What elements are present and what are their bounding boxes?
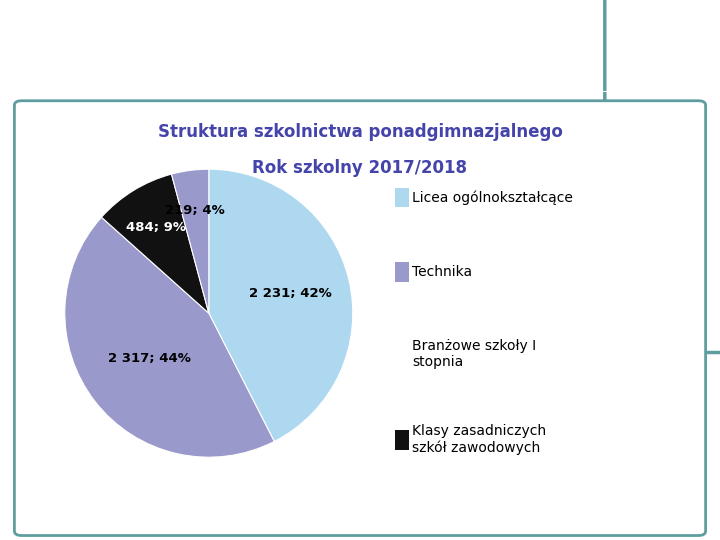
Wedge shape bbox=[171, 169, 209, 313]
Text: Rok szkolny 2017/2018: Rok szkolny 2017/2018 bbox=[253, 159, 467, 177]
FancyBboxPatch shape bbox=[14, 101, 706, 536]
Bar bbox=[395, 262, 410, 282]
Wedge shape bbox=[102, 174, 209, 313]
Text: Branżowe szkoły I
stopnia: Branżowe szkoły I stopnia bbox=[412, 339, 536, 369]
Text: Licea ogólnokształcące: Licea ogólnokształcące bbox=[412, 190, 573, 205]
Text: SIO – 30 września 2017 r.: SIO – 30 września 2017 r. bbox=[13, 66, 241, 84]
Wedge shape bbox=[65, 217, 274, 457]
Text: 2 231; 42%: 2 231; 42% bbox=[248, 287, 331, 300]
Text: Klasy zasadniczych
szkół zawodowych: Klasy zasadniczych szkół zawodowych bbox=[412, 424, 546, 455]
Text: 2 317; 44%: 2 317; 44% bbox=[108, 353, 191, 366]
Text: Parametry organizacyjne: Parametry organizacyjne bbox=[13, 10, 560, 49]
Text: Struktura szkolnictwa ponadgimnazjalnego: Struktura szkolnictwa ponadgimnazjalnego bbox=[158, 123, 562, 141]
Bar bbox=[395, 430, 410, 450]
Text: 484; 9%: 484; 9% bbox=[126, 221, 186, 234]
Text: Technika: Technika bbox=[412, 265, 472, 279]
Wedge shape bbox=[209, 169, 353, 442]
Text: 219; 4%: 219; 4% bbox=[166, 204, 225, 217]
Bar bbox=[395, 187, 410, 207]
